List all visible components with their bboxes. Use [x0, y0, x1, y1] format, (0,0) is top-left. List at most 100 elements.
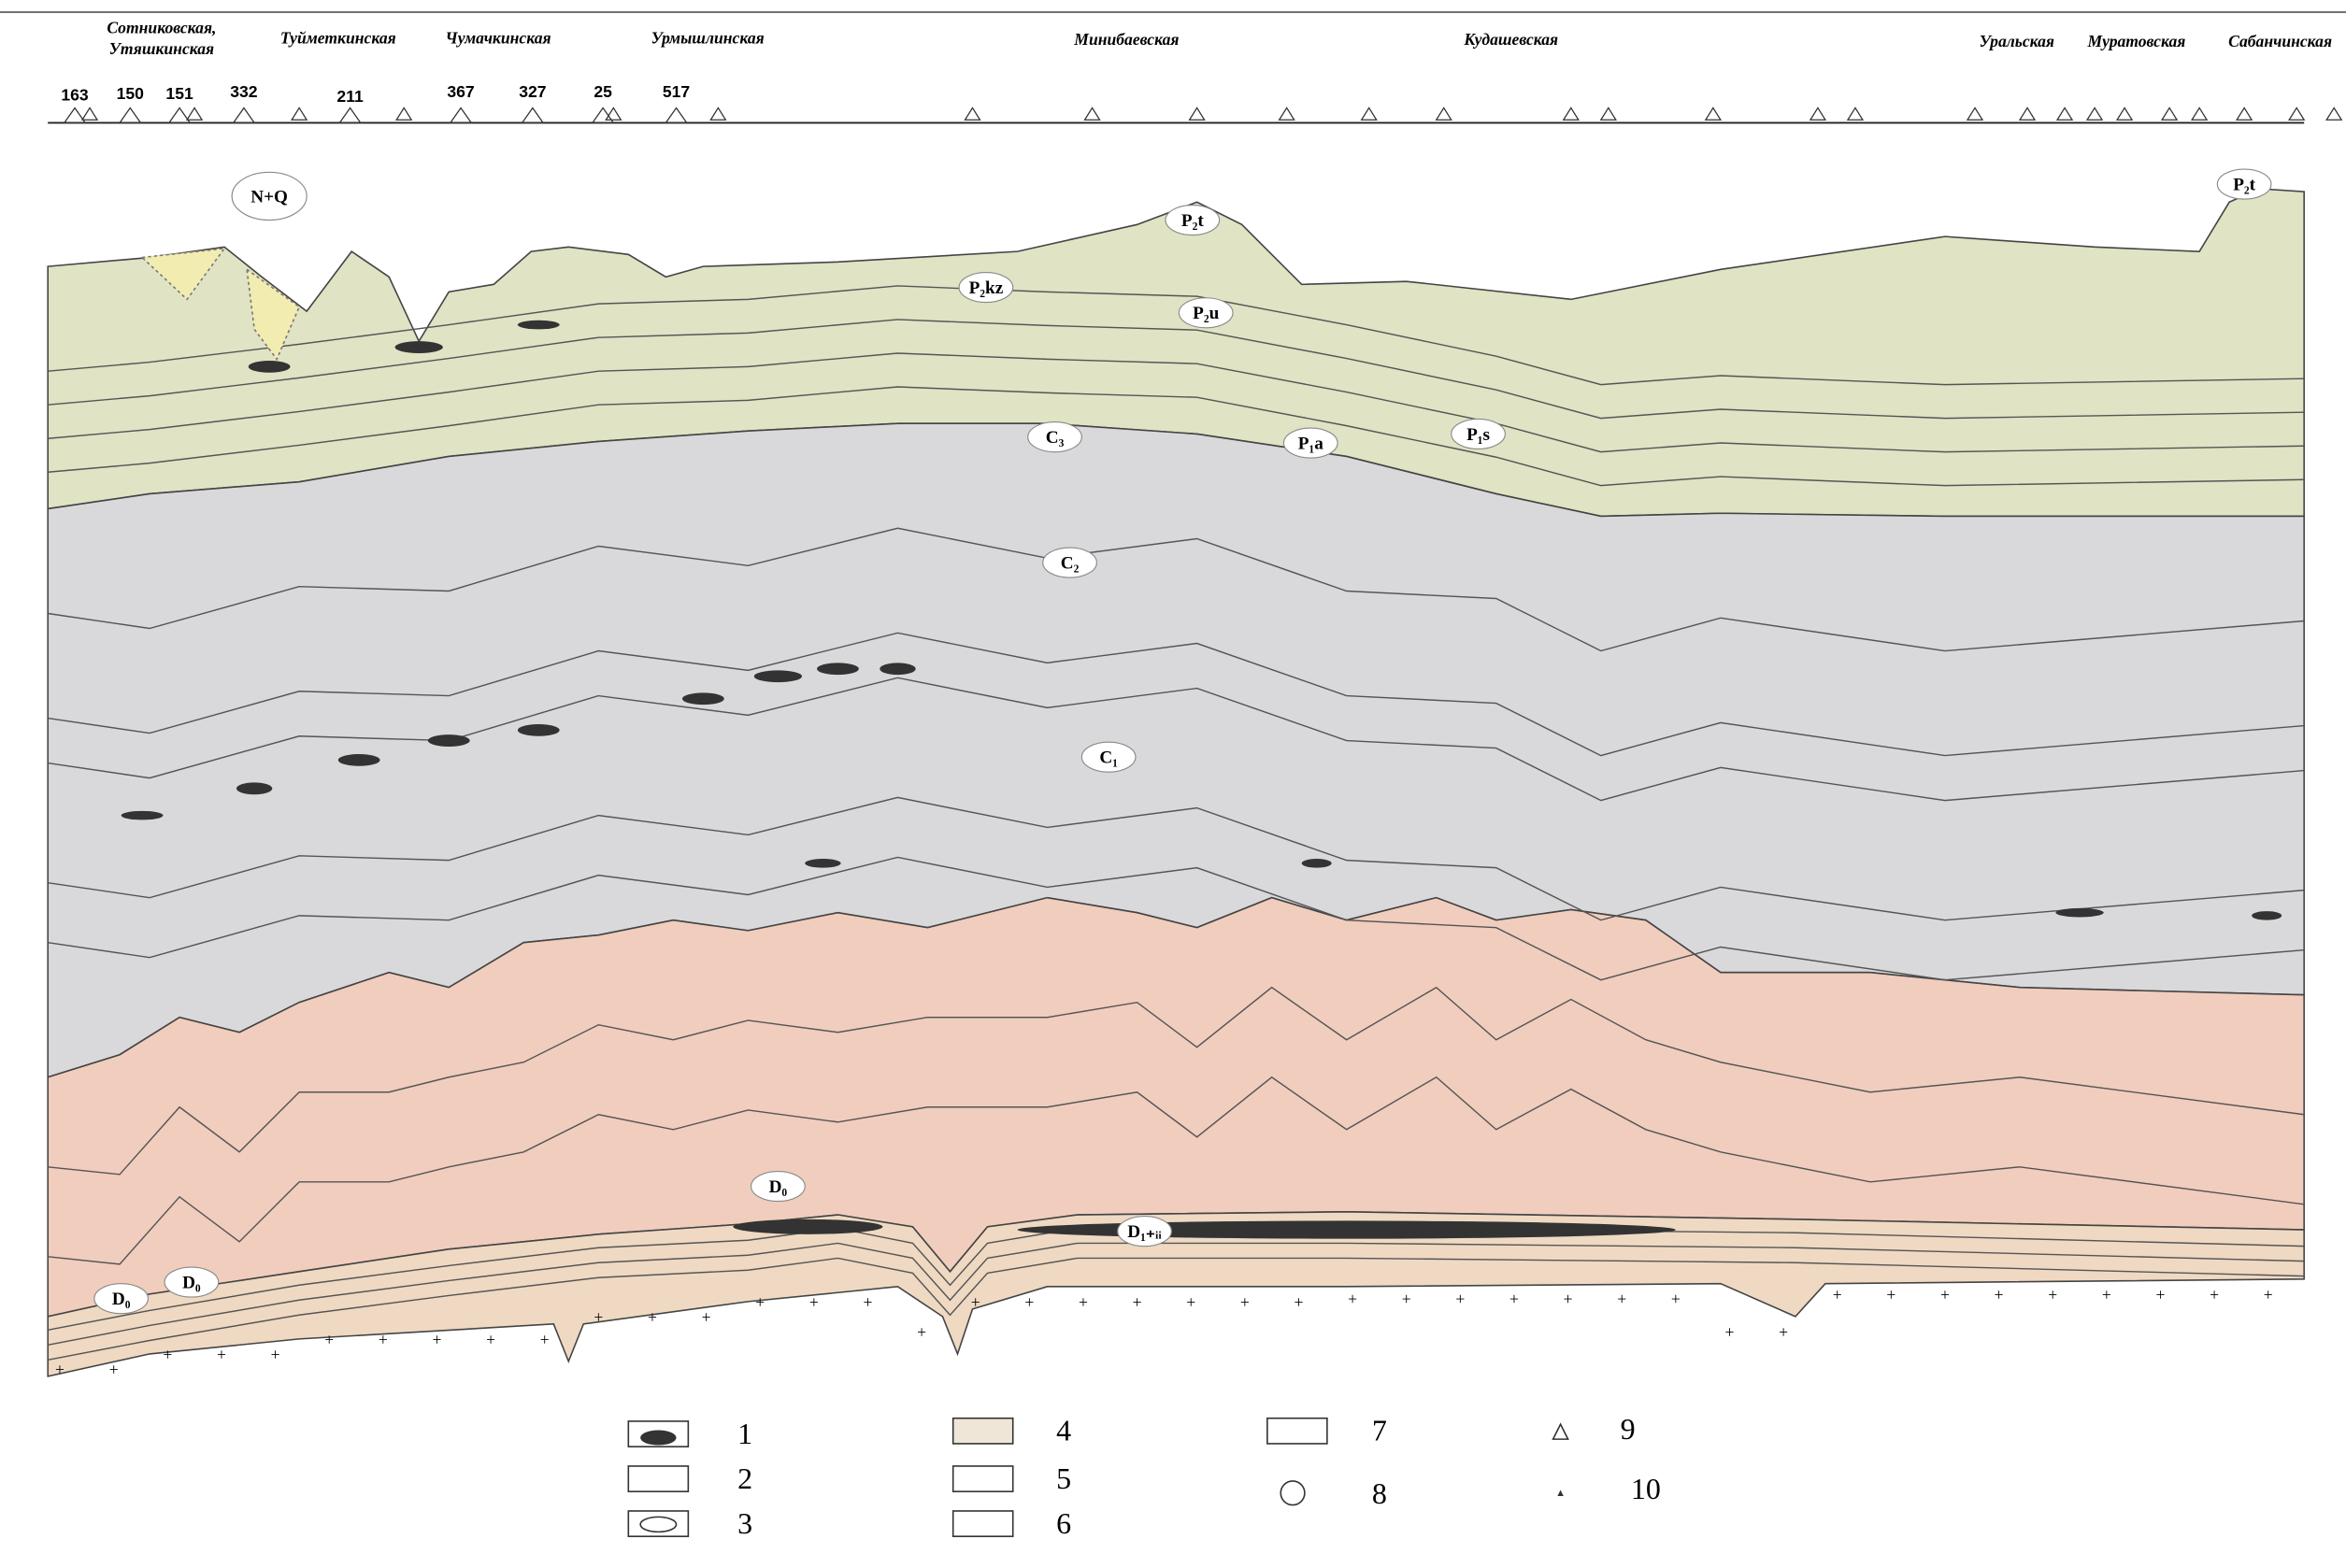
- layer-badge: [1042, 547, 1097, 578]
- lens: [1301, 859, 1332, 868]
- well-symbol: [1188, 107, 1206, 121]
- legend-number: 7: [1372, 1414, 1387, 1447]
- layer-label: N+Q: [250, 187, 288, 207]
- well-number: 211: [336, 87, 364, 106]
- well-symbol: [1360, 107, 1378, 121]
- basement-cross: +: [1940, 1285, 1950, 1304]
- well-symbol: [2018, 107, 2037, 121]
- legend-swatch: [627, 1465, 690, 1492]
- sand-contour: [48, 1257, 2305, 1361]
- basement-cross: +: [2264, 1285, 2273, 1304]
- carb-contour: [48, 677, 2305, 802]
- layer-badge: [1027, 421, 1082, 453]
- layer-badge: [1080, 741, 1137, 773]
- layer-label: C₂: [1061, 553, 1080, 573]
- sand-contour: [48, 1242, 2305, 1346]
- area-name: Утяшкинская: [109, 39, 214, 58]
- basement-cross: +: [1886, 1285, 1895, 1304]
- lens: [337, 753, 380, 766]
- lens: [2055, 907, 2104, 918]
- well-symbol: [1278, 107, 1295, 121]
- well-number: 151: [165, 84, 193, 103]
- layer-badge: [1451, 418, 1506, 449]
- layer-label: D₀: [112, 1290, 131, 1309]
- basement-cross: +: [1133, 1292, 1142, 1311]
- lens: [805, 859, 841, 868]
- basement-cross: +: [702, 1307, 711, 1326]
- dev-contour: [48, 1076, 2305, 1265]
- well-symbol: [167, 107, 192, 124]
- carb-contour: [48, 632, 2305, 757]
- lens: [1017, 1220, 1676, 1239]
- lens: [394, 341, 443, 353]
- well-symbol: [1083, 107, 1101, 121]
- basement-cross: +: [1725, 1322, 1735, 1341]
- area-name: Туйметкинская: [280, 29, 396, 48]
- basement-cross: +: [648, 1307, 657, 1326]
- layer-badge: [231, 171, 308, 221]
- layer-badge: [1117, 1216, 1172, 1247]
- well-symbol: [2085, 107, 2104, 121]
- basement-cross: +: [2156, 1285, 2166, 1304]
- basement-cross: +: [1240, 1292, 1250, 1311]
- well-symbol: [338, 107, 363, 124]
- basement-cross: +: [486, 1330, 495, 1348]
- well-symbol: [709, 107, 727, 121]
- layer-badge: [958, 271, 1014, 304]
- well-symbol: [2055, 107, 2074, 121]
- well-symbol: [185, 107, 204, 121]
- basement-cross: +: [379, 1330, 388, 1348]
- legend-tri: [1552, 1422, 1569, 1440]
- well-symbol: [2190, 107, 2209, 121]
- legend-number: 5: [1056, 1461, 1071, 1495]
- legend-number: 8: [1372, 1476, 1387, 1510]
- lens: [2252, 911, 2282, 920]
- well-symbol: [395, 107, 413, 121]
- layer-badge: [2216, 168, 2272, 200]
- basement-cross: +: [1402, 1290, 1411, 1308]
- layer-badge: [1165, 204, 1221, 236]
- basement-cross: +: [917, 1322, 926, 1341]
- basement-cross: +: [2210, 1285, 2219, 1304]
- permian-contour: [48, 386, 2305, 487]
- well-symbol: [1809, 107, 1827, 121]
- layer-label: C₃: [1046, 428, 1065, 448]
- well-symbol: [665, 107, 688, 124]
- layer-badge: [1178, 297, 1234, 329]
- layer-label: D₀: [769, 1177, 788, 1197]
- layer-label: P₁a: [1298, 434, 1323, 453]
- lens: [880, 663, 916, 676]
- basement-cross: +: [109, 1360, 119, 1378]
- basement-cross: +: [55, 1360, 64, 1378]
- basement-cross: +: [863, 1292, 872, 1311]
- legend-swatch: [951, 1510, 1014, 1537]
- basement-cross: +: [971, 1292, 980, 1311]
- legend-number: 6: [1056, 1506, 1071, 1540]
- layer-label: D₀: [182, 1273, 201, 1292]
- well-symbol: [232, 107, 256, 124]
- layer-label: P₂u: [1193, 304, 1219, 323]
- layer-label: P₂t: [2233, 175, 2255, 194]
- basement-cross: +: [1294, 1292, 1303, 1311]
- dev-contour: [48, 986, 2305, 1176]
- well-symbol: [80, 107, 99, 121]
- area-name: Сабанчинская: [2228, 32, 2332, 50]
- legend-tri: [1557, 1490, 1564, 1496]
- carb-contour: [48, 856, 2305, 981]
- basement-cross: +: [432, 1330, 441, 1348]
- legend-number: 3: [737, 1506, 752, 1540]
- area-name: Муратовская: [2086, 32, 2185, 50]
- well-symbol: [2115, 107, 2134, 121]
- well-symbol: [1599, 107, 1617, 121]
- lens: [517, 723, 560, 736]
- layer-label: C₁: [1099, 748, 1118, 768]
- well-number: 332: [230, 82, 258, 101]
- basement-cross: +: [1671, 1290, 1681, 1308]
- legend-swatch: [1266, 1417, 1328, 1445]
- basement-cross: +: [1509, 1290, 1519, 1308]
- lens: [427, 734, 470, 747]
- area-name: Урмышлинская: [651, 29, 765, 48]
- layer-label: P₂t: [1181, 211, 1204, 231]
- permian-contour: [48, 319, 2305, 420]
